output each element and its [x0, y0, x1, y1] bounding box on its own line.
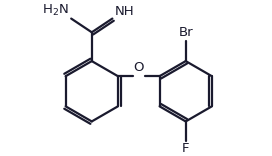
Text: $\mathsf{H_2N}$: $\mathsf{H_2N}$	[42, 3, 69, 18]
Text: NH: NH	[115, 5, 134, 18]
Text: O: O	[134, 61, 144, 74]
Text: F: F	[182, 142, 190, 155]
Text: Br: Br	[178, 26, 193, 39]
